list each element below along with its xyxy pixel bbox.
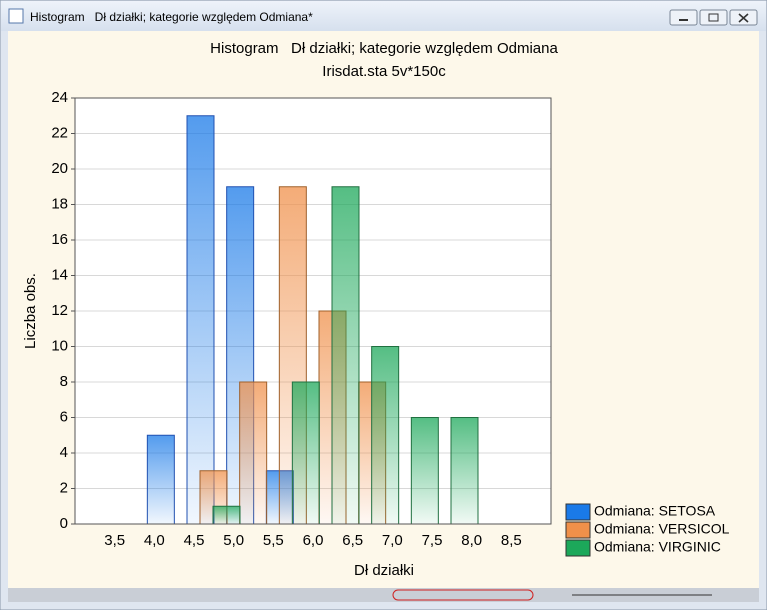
- x-tick-label: 5,5: [263, 532, 284, 549]
- legend-label: Odmiana: SETOSA: [594, 503, 716, 519]
- legend-swatch: [565, 521, 591, 539]
- title-bar: [1, 1, 766, 31]
- y-tick-label: 14: [51, 266, 68, 283]
- x-tick-label: 5,0: [223, 532, 244, 549]
- window-title: Histogram Dł działki; kategorie względem…: [30, 10, 313, 24]
- chart-subtitle: Irisdat.sta 5v*150c: [322, 63, 446, 80]
- y-tick-label: 2: [60, 479, 68, 496]
- x-tick-label: 7,0: [382, 532, 403, 549]
- x-tick-label: 7,5: [422, 532, 443, 549]
- y-tick-label: 0: [60, 515, 68, 532]
- y-tick-label: 16: [51, 231, 68, 248]
- legend-swatch: [565, 539, 591, 557]
- x-tick-label: 6,5: [342, 532, 363, 549]
- legend-label: Odmiana: VERSICOL: [594, 521, 730, 537]
- bar: [450, 417, 479, 525]
- y-tick-label: 4: [60, 444, 68, 461]
- bar: [239, 381, 268, 525]
- y-tick-label: 12: [51, 302, 68, 319]
- y-axis-title: Liczba obs.: [22, 273, 39, 349]
- y-tick-label: 22: [51, 124, 68, 141]
- zoom-slider[interactable]: [392, 589, 534, 601]
- y-tick-label: 6: [60, 408, 68, 425]
- y-tick-label: 8: [60, 373, 68, 390]
- x-axis-title: Dł działki: [354, 562, 414, 579]
- legend-swatch: [565, 503, 591, 521]
- minimize-button[interactable]: [669, 9, 698, 26]
- x-tick-label: 4,0: [144, 532, 165, 549]
- x-tick-label: 6,0: [303, 532, 324, 549]
- bar: [410, 417, 439, 525]
- y-tick-label: 24: [51, 89, 68, 106]
- legend-label: Odmiana: VIRGINIC: [594, 539, 721, 555]
- app-icon: [8, 8, 24, 24]
- maximize-button[interactable]: [699, 9, 728, 26]
- y-tick-label: 18: [51, 195, 68, 212]
- x-tick-label: 3,5: [104, 532, 125, 549]
- bar: [146, 434, 175, 525]
- bar: [186, 115, 215, 525]
- bar: [371, 346, 400, 525]
- x-tick-label: 8,5: [501, 532, 522, 549]
- x-tick-label: 8,0: [461, 532, 482, 549]
- bar: [212, 505, 241, 525]
- y-tick-label: 10: [51, 337, 68, 354]
- y-tick-label: 20: [51, 160, 68, 177]
- chart-title: Histogram Dł działki; kategorie względem…: [210, 40, 558, 57]
- status-bar: [8, 588, 759, 602]
- bar: [331, 186, 360, 525]
- x-tick-label: 4,5: [184, 532, 205, 549]
- bar: [291, 381, 320, 525]
- window-buttons[interactable]: [669, 9, 758, 26]
